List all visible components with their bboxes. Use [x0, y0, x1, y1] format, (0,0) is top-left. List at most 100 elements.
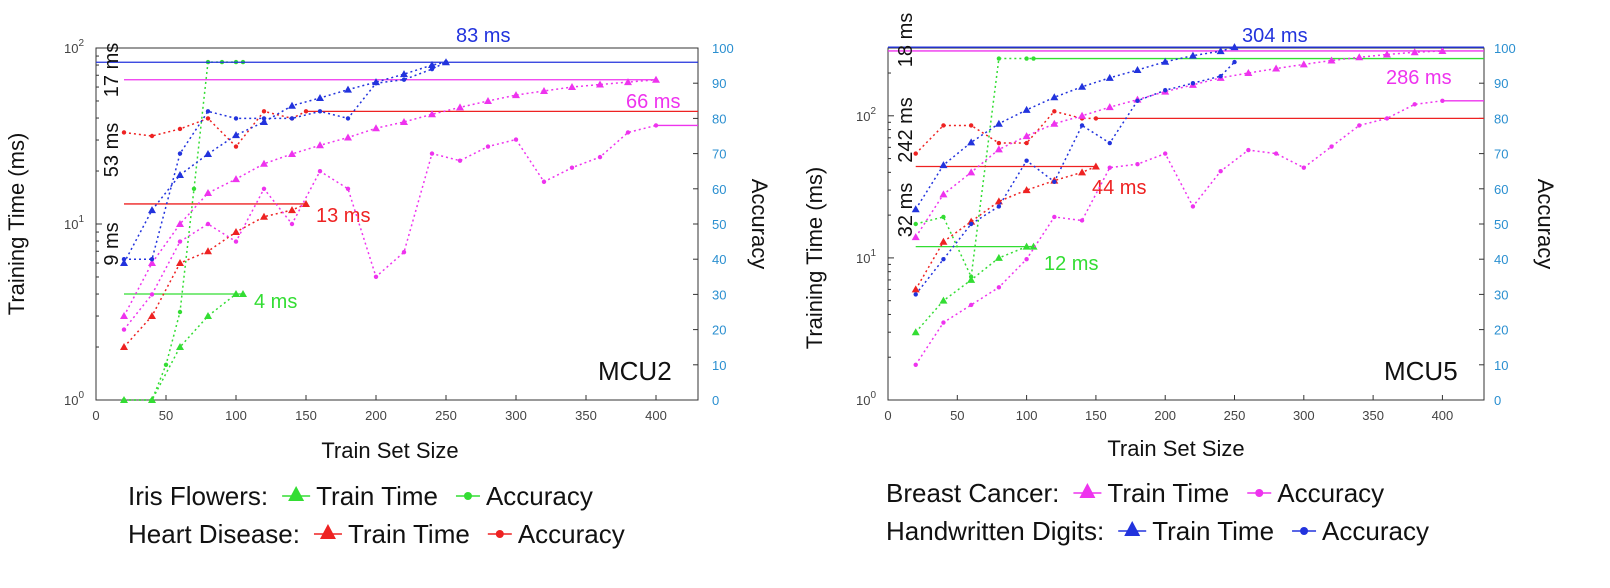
data-point-circle	[373, 274, 379, 279]
data-point-circle	[941, 257, 946, 262]
data-point-circle	[1107, 140, 1112, 146]
series-line	[915, 50, 1443, 238]
data-point-triangle	[1299, 60, 1308, 68]
series-breast-cancer-train-time: 286 ms	[888, 46, 1484, 241]
data-point-triangle	[1188, 51, 1197, 59]
legend-train-label: Train Time	[1107, 478, 1229, 508]
y2-tick-label: 0	[1494, 393, 1501, 408]
data-point-circle	[163, 362, 169, 367]
data-point-triangle	[204, 149, 212, 157]
data-point-circle	[996, 204, 1002, 209]
data-point-triangle	[967, 275, 976, 283]
data-point-circle	[1107, 165, 1112, 170]
x-tick-label: 0	[884, 408, 891, 423]
plot-frame	[887, 47, 1485, 401]
data-point-circle	[261, 109, 267, 114]
data-point-triangle	[260, 159, 268, 167]
data-point-circle	[1218, 73, 1223, 79]
data-point-triangle	[1078, 82, 1087, 90]
data-point-circle	[1024, 56, 1029, 61]
data-point-circle	[373, 81, 379, 86]
data-point-circle	[121, 257, 127, 262]
plot-frame	[95, 47, 699, 401]
data-point-circle	[968, 302, 974, 308]
data-point-triangle	[120, 259, 128, 267]
y2-tick-label: 80	[1494, 111, 1508, 126]
data-point-circle	[1329, 144, 1334, 149]
data-point-triangle	[994, 119, 1003, 127]
data-point-circle	[968, 274, 974, 279]
y-tick-exponent: 0	[870, 390, 876, 401]
data-point-triangle	[1050, 119, 1059, 127]
data-point-circle	[317, 169, 323, 174]
data-point-circle	[345, 116, 351, 121]
x-axis-label: Train Set Size	[1107, 436, 1244, 461]
data-point-triangle	[939, 161, 948, 169]
data-point-triangle	[1272, 64, 1281, 72]
data-point-circle	[1357, 123, 1362, 128]
series-breast-cancer-accuracy	[913, 98, 1484, 367]
y2-tick-label: 30	[1494, 287, 1508, 302]
legend-accuracy-label: Accuracy	[518, 519, 625, 549]
y-tick-exponent: 2	[870, 106, 876, 117]
data-point-circle	[149, 133, 155, 139]
data-point-circle	[261, 186, 267, 191]
data-point-circle	[205, 221, 211, 227]
data-point-circle	[205, 116, 211, 121]
data-point-triangle	[288, 206, 296, 214]
data-point-triangle	[148, 312, 156, 320]
data-point-triangle	[1022, 132, 1031, 140]
data-point-triangle	[1105, 73, 1114, 81]
data-point-circle	[1024, 140, 1029, 146]
data-point-circle	[1079, 123, 1085, 128]
data-point-triangle	[316, 141, 324, 149]
data-point-circle	[913, 362, 918, 367]
chart-panel-mcu2: 0 50 100 150 200 250 300 350 4001001011020102030…	[4, 25, 772, 463]
data-point-triangle	[176, 343, 184, 351]
x-axis-label: Train Set Size	[321, 438, 458, 463]
x-tick-label: 250	[435, 408, 457, 423]
legend-left: Iris Flowers: Train Time Accuracy Heart Dis…	[128, 481, 625, 549]
y2-tick-label: 10	[712, 358, 726, 373]
data-point-triangle	[120, 312, 128, 320]
reference-annotation: 66 ms	[626, 91, 680, 113]
data-point-circle	[996, 56, 1002, 61]
y2-tick-label: 70	[712, 147, 726, 162]
data-point-circle	[1079, 218, 1085, 223]
data-point-triangle	[204, 189, 212, 197]
data-point-circle	[429, 151, 435, 156]
y2-tick-label: 90	[1494, 76, 1508, 91]
legend-circle-marker	[1255, 489, 1264, 497]
data-point-circle	[913, 292, 918, 297]
data-point-circle	[1301, 165, 1307, 170]
data-point-circle	[401, 249, 407, 255]
data-point-circle	[177, 151, 183, 156]
series-line	[915, 165, 1097, 290]
data-point-triangle	[344, 85, 352, 93]
y2-tick-label: 90	[712, 76, 726, 91]
data-point-circle	[177, 309, 183, 315]
data-point-circle	[1384, 116, 1390, 121]
series-heart-disease-train-time: 44 ms	[911, 162, 1146, 293]
data-point-circle	[996, 140, 1002, 146]
y2-axis-label: Accuracy	[1533, 179, 1558, 269]
data-point-circle	[1052, 109, 1057, 114]
legend-train-label: Train Time	[316, 481, 438, 511]
legend-train-label: Train Time	[1152, 516, 1274, 546]
y2-tick-label: 100	[1494, 41, 1516, 56]
series-heart-disease-train-time: 13 ms	[120, 199, 370, 351]
series-line	[915, 110, 1096, 155]
series-line	[124, 61, 447, 260]
data-point-circle	[513, 137, 519, 142]
series-heart-disease-accuracy	[121, 109, 698, 149]
data-point-circle	[625, 130, 631, 135]
data-point-circle	[1163, 151, 1168, 156]
series-iris-flowers-train-time: 4 ms	[120, 290, 297, 403]
x-tick-label: 200	[365, 408, 387, 423]
data-point-circle	[968, 123, 974, 128]
series-line	[915, 46, 1235, 210]
x-tick-label: 250	[1224, 408, 1246, 423]
side-annotation: 242 ms	[895, 97, 917, 163]
data-point-triangle	[148, 259, 156, 267]
series-line	[915, 245, 1034, 333]
